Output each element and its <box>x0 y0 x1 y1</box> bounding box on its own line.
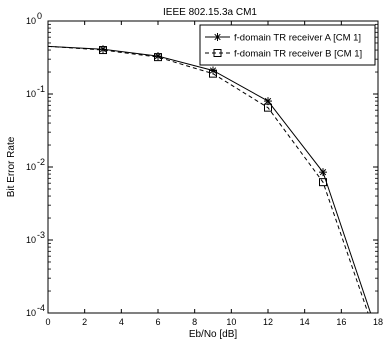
y-tick-label: 10 <box>26 89 36 99</box>
series-layer <box>48 45 372 313</box>
x-axis-ticks: 0 2 4 6 8 10 12 14 16 18 <box>45 21 383 327</box>
x-tick-label: 14 <box>300 317 310 327</box>
y-axis-label: Bit Error Rate <box>6 136 17 197</box>
chart-title: IEEE 802.15.3a CM1 <box>163 7 257 18</box>
legend-box <box>199 24 376 66</box>
x-tick-label: 16 <box>336 317 346 327</box>
legend-marker-1 <box>213 33 222 41</box>
x-tick-label: 4 <box>119 317 124 327</box>
series-2-point <box>209 69 217 78</box>
series-1-point <box>319 168 327 177</box>
y-tick-exponent: -3 <box>37 230 45 240</box>
legend-label-2: f-domain TR receiver B [CM 1] <box>234 49 362 60</box>
y-tick-exponent: -4 <box>37 303 45 313</box>
y-tick-label: 10 <box>26 16 36 26</box>
y-tick-exponent: -1 <box>37 84 45 94</box>
y-tick-label: 10 <box>26 162 36 172</box>
series-2-point <box>319 178 327 187</box>
y-tick-label: 10 <box>26 308 36 318</box>
y-tick-exponent: -2 <box>37 157 45 167</box>
series-line-2 <box>48 45 369 313</box>
x-tick-label: 10 <box>226 317 236 327</box>
legend-marker-2 <box>213 49 222 57</box>
x-tick-label: 12 <box>263 317 273 327</box>
y-tick-label: 10 <box>26 235 36 245</box>
x-tick-label: 18 <box>373 317 383 327</box>
x-tick-label: 6 <box>155 317 160 327</box>
series-2-point <box>99 46 107 55</box>
legend: f-domain TR receiver A [CM 1] f-domain TR… <box>199 24 376 66</box>
x-tick-label: 8 <box>192 317 197 327</box>
x-tick-label: 2 <box>82 317 87 327</box>
x-axis-label: Eb/No [dB] <box>189 329 238 340</box>
x-tick-label: 0 <box>45 317 50 327</box>
legend-label-1: f-domain TR receiver A [CM 1] <box>234 33 361 44</box>
y-tick-exponent: 0 <box>37 11 42 21</box>
series-2 <box>48 45 369 313</box>
series-2-point <box>264 103 272 112</box>
series-2-point <box>154 53 162 62</box>
